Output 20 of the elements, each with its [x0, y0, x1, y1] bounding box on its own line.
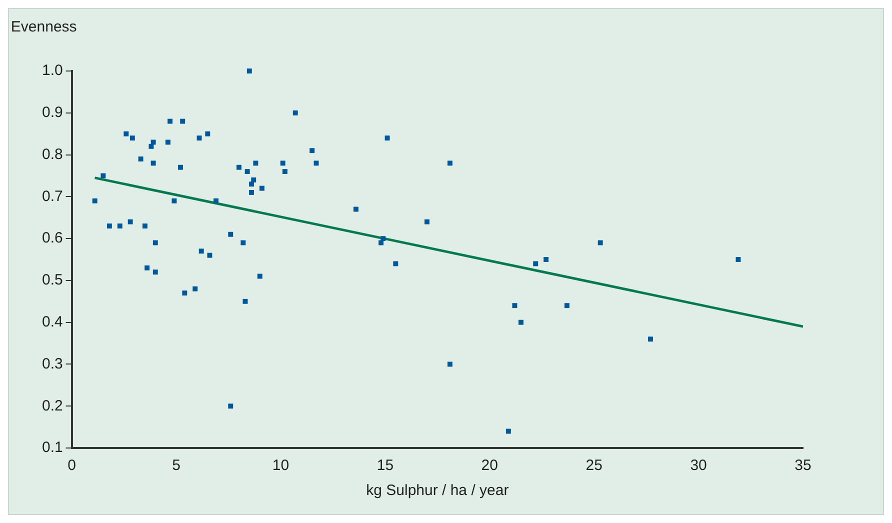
x-tick-label: 10	[272, 457, 290, 474]
x-axis-title: kg Sulphur / ha / year	[366, 482, 509, 500]
x-tick-label: 30	[690, 457, 707, 474]
y-tick-label: 0.2	[42, 397, 63, 414]
y-tick-label: 0.4	[42, 313, 63, 330]
x-tick-label: 0	[68, 457, 76, 474]
y-axis-title: Evenness	[10, 18, 77, 36]
y-tick-label: 0.8	[42, 146, 63, 163]
y-tick-label: 0.5	[42, 272, 63, 289]
y-tick-label: 0.9	[42, 104, 63, 122]
y-tick-label: 0.6	[42, 230, 63, 247]
y-tick-label: 0.1	[42, 439, 63, 456]
x-tick-label: 25	[586, 457, 602, 474]
y-tick-label: 0.3	[42, 355, 63, 372]
x-tick-label: 20	[481, 457, 498, 474]
x-tick-label: 15	[376, 457, 394, 474]
x-tick-label: 5	[172, 457, 180, 474]
y-tick-label: 1.0	[42, 62, 63, 80]
y-tick-label: 0.7	[42, 188, 63, 205]
x-tick-label: 35	[794, 457, 812, 474]
